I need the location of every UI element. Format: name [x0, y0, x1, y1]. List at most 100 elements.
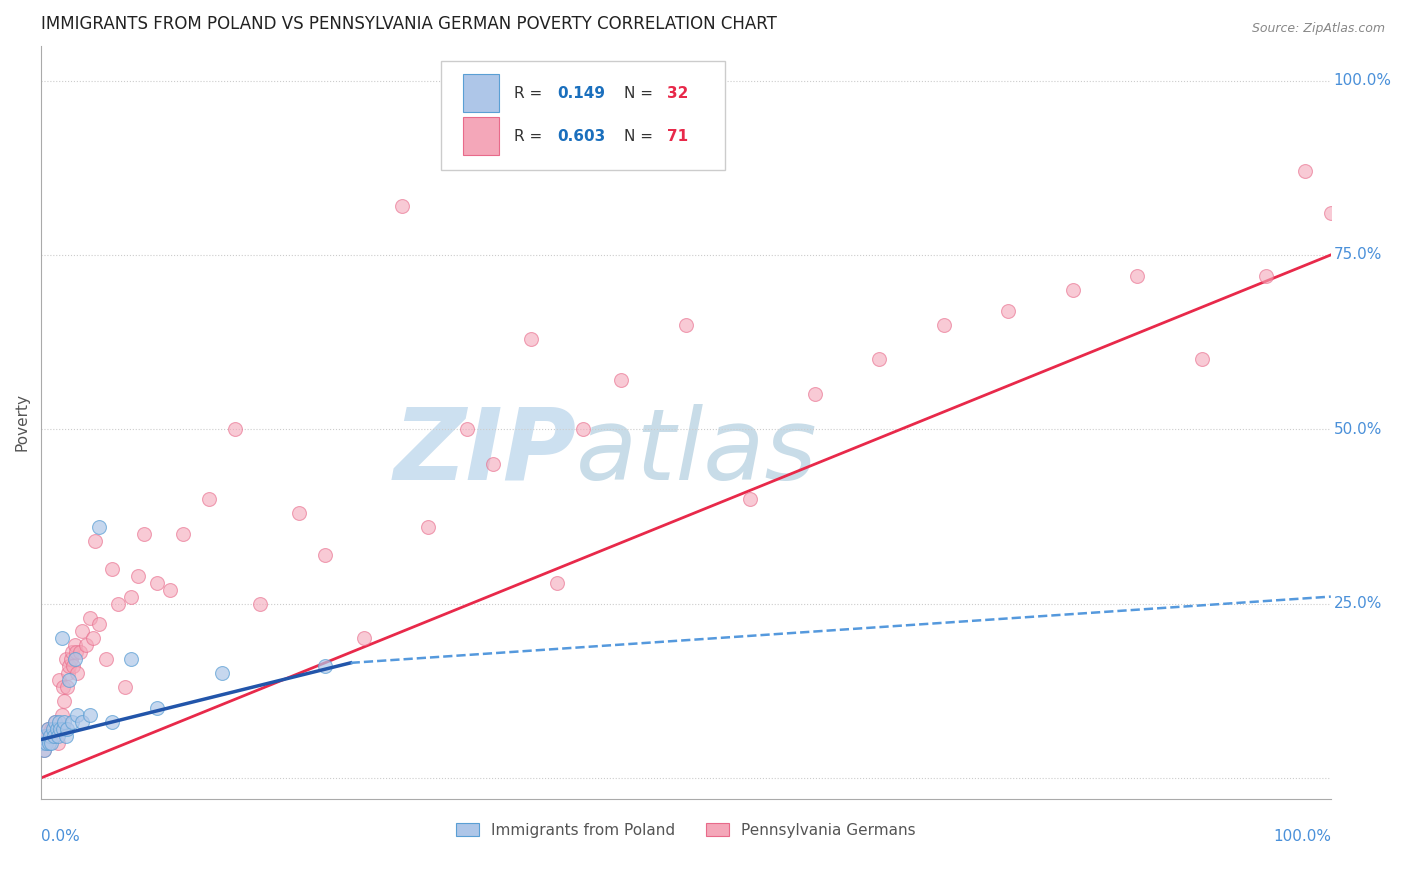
Point — [72, 624, 94, 639]
Point — [37, 722, 59, 736]
Point — [66, 708, 89, 723]
Point — [55, 729, 77, 743]
Point — [79, 610, 101, 624]
Point — [197, 491, 219, 506]
Point — [69, 645, 91, 659]
Point — [35, 736, 58, 750]
Text: 71: 71 — [666, 128, 688, 144]
Point — [52, 680, 75, 694]
Point — [59, 652, 82, 666]
Point — [89, 617, 111, 632]
Point — [41, 736, 63, 750]
Point — [58, 673, 80, 688]
Point — [38, 736, 60, 750]
Point — [416, 520, 439, 534]
Point — [56, 722, 79, 736]
Point — [41, 722, 63, 736]
Point — [58, 666, 80, 681]
Text: 100.0%: 100.0% — [1333, 73, 1392, 88]
Text: N =: N = — [624, 128, 658, 144]
FancyBboxPatch shape — [441, 61, 724, 170]
Text: N =: N = — [624, 86, 658, 101]
Point — [89, 520, 111, 534]
Point — [249, 597, 271, 611]
Point — [72, 715, 94, 730]
Point — [39, 729, 62, 743]
Point — [65, 645, 87, 659]
Point — [481, 457, 503, 471]
Point — [48, 715, 70, 730]
Text: 25.0%: 25.0% — [1333, 596, 1382, 611]
Point — [146, 575, 169, 590]
Point — [314, 659, 336, 673]
Point — [127, 568, 149, 582]
Point — [46, 729, 69, 743]
Point — [314, 548, 336, 562]
Point — [48, 673, 70, 688]
Point — [94, 652, 117, 666]
Point — [1126, 268, 1149, 283]
Point — [84, 533, 107, 548]
Text: 50.0%: 50.0% — [1333, 422, 1382, 437]
Point — [1320, 206, 1343, 220]
Point — [44, 715, 66, 730]
Point — [41, 722, 63, 736]
Bar — [463, 74, 499, 112]
Point — [391, 199, 413, 213]
Point — [38, 729, 60, 743]
Point — [211, 666, 233, 681]
Point — [39, 729, 62, 743]
Point — [997, 303, 1019, 318]
Point — [32, 743, 55, 757]
Point — [804, 387, 827, 401]
Point — [41, 722, 63, 736]
Text: 75.0%: 75.0% — [1333, 247, 1382, 262]
Point — [42, 729, 65, 743]
Y-axis label: Poverty: Poverty — [15, 393, 30, 451]
Point — [114, 680, 136, 694]
Point — [58, 659, 80, 673]
Point — [42, 729, 65, 743]
Point — [56, 680, 79, 694]
Point — [546, 575, 568, 590]
Point — [34, 729, 56, 743]
Point — [101, 715, 124, 730]
Point — [224, 422, 246, 436]
Point — [51, 632, 73, 646]
Text: 0.149: 0.149 — [557, 86, 605, 101]
Point — [79, 708, 101, 723]
Point — [82, 632, 104, 646]
Point — [932, 318, 955, 332]
Point — [63, 652, 86, 666]
Point — [31, 736, 53, 750]
Point — [107, 597, 129, 611]
Point — [610, 373, 633, 387]
Point — [62, 659, 84, 673]
Point — [46, 736, 69, 750]
Point — [456, 422, 478, 436]
Point — [159, 582, 181, 597]
Text: 32: 32 — [666, 86, 688, 101]
Point — [120, 590, 142, 604]
Point — [35, 736, 58, 750]
Point — [1191, 352, 1213, 367]
Point — [66, 666, 89, 681]
Point — [1062, 283, 1084, 297]
Text: R =: R = — [515, 86, 547, 101]
Point — [31, 736, 53, 750]
Point — [134, 526, 156, 541]
Point — [63, 639, 86, 653]
Point — [1256, 268, 1278, 283]
Text: atlas: atlas — [576, 404, 818, 501]
Point — [60, 715, 83, 730]
Point — [675, 318, 697, 332]
Point — [45, 722, 67, 736]
Point — [32, 743, 55, 757]
Text: ZIP: ZIP — [394, 404, 576, 501]
Point — [172, 526, 194, 541]
Point — [52, 722, 75, 736]
Point — [120, 652, 142, 666]
Point — [51, 708, 73, 723]
Text: R =: R = — [515, 128, 547, 144]
Point — [45, 722, 67, 736]
